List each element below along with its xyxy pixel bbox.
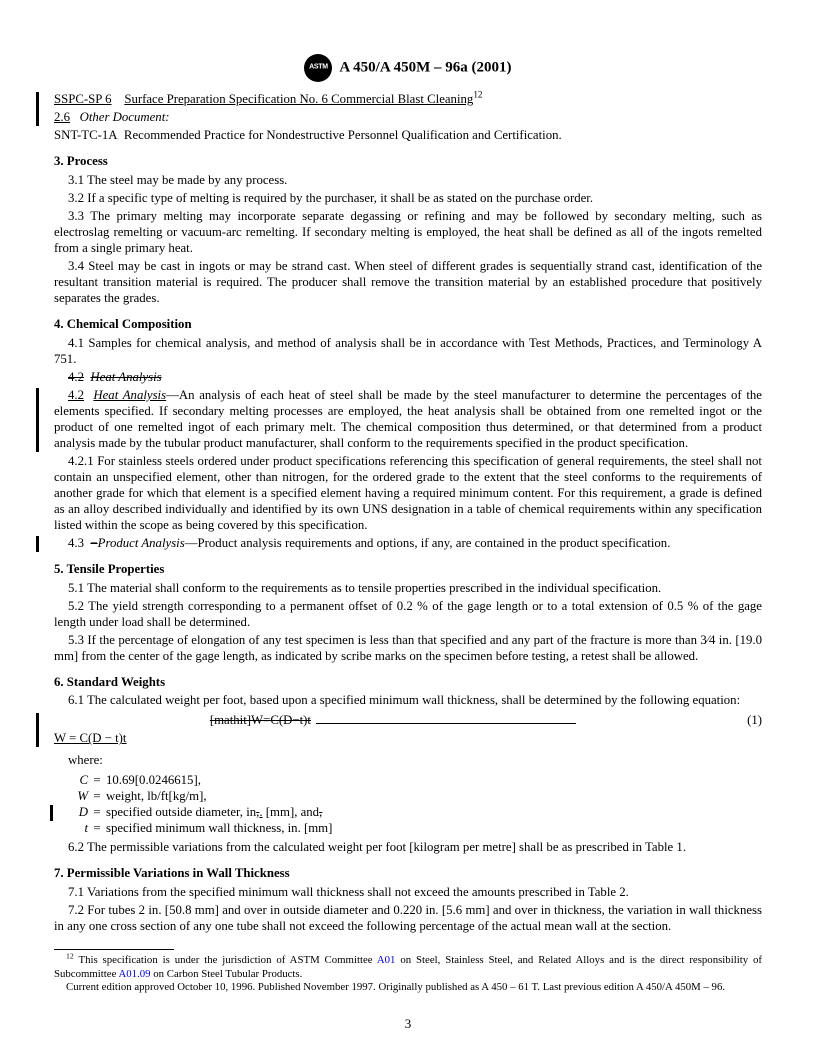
page: A 450/A 450M – 96a (2001) SSPC-SP 6 Surf…: [0, 0, 816, 1056]
s4-p2-num: 4.2: [68, 388, 84, 402]
s5-p1: 5.1 The material shall conform to the re…: [54, 581, 762, 597]
fn-link-a01[interactable]: A01: [377, 954, 396, 966]
s4-p2-strike-label: Heat Analysis: [90, 370, 161, 384]
where-list: C = 10.69[0.0246615], W = weight, lb/ft[…: [68, 773, 762, 837]
s6-eq-changed: [mathit]W=C(D−t)t (1) W = C(D − t)t: [54, 713, 762, 747]
s3-title: 3. Process: [54, 154, 762, 170]
where-D-changed: D = specified outside diameter, in,. [mm…: [68, 805, 762, 821]
eq-new-text: W = C(D − t)t: [54, 731, 127, 745]
s3-p3: 3.3 The primary melting may incorporate …: [54, 209, 762, 257]
where-t-eq: =: [88, 821, 106, 837]
s7-title: 7. Permissible Variations in Wall Thickn…: [54, 866, 762, 882]
page-number: 3: [0, 1016, 816, 1032]
other-num: 2.6: [54, 110, 70, 124]
sspc-fn-ref: 12: [473, 90, 482, 100]
s4-p3-body: —Product analysis requirements and optio…: [185, 536, 671, 550]
s4-p1: 4.1 Samples for chemical analysis, and m…: [54, 336, 762, 368]
other-label: Other Document:: [80, 110, 170, 124]
where-t: t = specified minimum wall thickness, in…: [68, 821, 762, 837]
s4-p3-label: Product Analysis: [98, 536, 185, 550]
s3-p2: 3.2 If a specific type of melting is req…: [54, 191, 762, 207]
where-C-eq: =: [88, 773, 106, 789]
eq-row: [mathit]W=C(D−t)t (1): [54, 713, 762, 729]
snt-label: SNT-TC-1A: [54, 128, 118, 142]
eq-num: (1): [732, 713, 762, 729]
other-docs-head: 2.6 Other Document:: [54, 110, 762, 126]
s4-p2-strike-num: 4.2: [68, 370, 84, 384]
where-D-eq: =: [88, 805, 106, 821]
s4-p3-num: 4.3: [68, 536, 84, 550]
s6-title: 6. Standard Weights: [54, 675, 762, 691]
header-title: A 450/A 450M – 96a (2001): [339, 59, 511, 75]
where-W-eq: =: [88, 789, 106, 805]
where-D-a: specified outside diameter, in: [106, 805, 256, 819]
s4-p3: 4.3 −Product Analysis—Product analysis r…: [54, 536, 762, 552]
s5-p3a: 5.3 If the percentage of elongation of a…: [68, 633, 700, 647]
where-C-sym: C: [68, 773, 88, 789]
eq-new: W = C(D − t)t: [54, 731, 762, 747]
where-D: D = specified outside diameter, in,. [mm…: [68, 805, 762, 821]
s5-p3-frac: 3⁄4: [700, 633, 715, 647]
sspc-label: SSPC-SP 6: [54, 92, 112, 106]
snt-ref: SNT-TC-1A Recommended Practice for Nonde…: [54, 128, 762, 144]
s4-p2-strike: 4.2 Heat Analysis: [54, 370, 762, 386]
s6-p1: 6.1 The calculated weight per foot, base…: [54, 693, 762, 709]
where-t-sym: t: [68, 821, 88, 837]
s4-p2-changed: 4.2 Heat Analysis—An analysis of each he…: [54, 388, 762, 452]
astm-logo-icon: [304, 54, 332, 82]
s6-p2: 6.2 The permissible variations from the …: [54, 840, 762, 856]
fn-link-a0109[interactable]: A01.09: [118, 968, 150, 980]
s7-p2: 7.2 For tubes 2 in. [50.8 mm] and over i…: [54, 903, 762, 935]
s4-p2-label: Heat Analysis: [93, 388, 166, 402]
s5-title: 5. Tensile Properties: [54, 562, 762, 578]
where-W: W = weight, lb/ft[kg/m],: [68, 789, 762, 805]
where-W-def: weight, lb/ft[kg/m],: [106, 789, 762, 805]
s5-p2: 5.2 The yield strength corresponding to …: [54, 599, 762, 631]
snt-title: Recommended Practice for Nondestructive …: [124, 128, 562, 142]
s4-title: 4. Chemical Composition: [54, 317, 762, 333]
fn12-c: on Carbon Steel Tubular Products.: [151, 968, 303, 980]
s7-p1: 7.1 Variations from the specified minimu…: [54, 885, 762, 901]
where-t-def: specified minimum wall thickness, in. [m…: [106, 821, 762, 837]
sspc-title: Surface Preparation Specification No. 6 …: [124, 92, 473, 106]
s5-p3: 5.3 If the percentage of elongation of a…: [54, 633, 762, 665]
fn12-a: This specification is under the jurisdic…: [74, 954, 377, 966]
s3-p4: 3.4 Steel may be cast in ingots or may b…: [54, 259, 762, 307]
eq-strike: [mathit]W=C(D−t)t: [210, 713, 311, 727]
refs-changed: SSPC-SP 6 Surface Preparation Specificat…: [54, 92, 762, 126]
where-D-sym: D: [68, 805, 88, 821]
where-C-def: 10.69[0.0246615],: [106, 773, 762, 789]
fn12-sup: 12: [66, 952, 74, 961]
eq-fill-line: [316, 723, 576, 724]
s4-p2: 4.2 Heat Analysis—An analysis of each he…: [54, 388, 762, 452]
footnote-edition: Current edition approved October 10, 199…: [54, 981, 762, 994]
page-header: A 450/A 450M – 96a (2001): [54, 54, 762, 82]
s3-p1: 3.1 The steel may be made by any process…: [54, 173, 762, 189]
sspc-ref: SSPC-SP 6 Surface Preparation Specificat…: [54, 92, 762, 108]
s4-p3-changed: 4.3 −Product Analysis—Product analysis r…: [54, 536, 762, 552]
where-W-sym: W: [68, 789, 88, 805]
where-C: C = 10.69[0.0246615],: [68, 773, 762, 789]
footnote-separator: [54, 949, 174, 950]
where-D-s2: ,: [319, 805, 322, 819]
eq-center: [mathit]W=C(D−t)t: [54, 713, 732, 729]
footnote-12: 12 This specification is under the juris…: [54, 954, 762, 981]
where-D-b: [mm], and: [263, 805, 320, 819]
s4-p3-strike: −: [90, 536, 97, 550]
where-D-def: specified outside diameter, in,. [mm], a…: [106, 805, 762, 821]
where-label: where:: [54, 753, 762, 769]
s4-p21: 4.2.1 For stainless steels ordered under…: [54, 454, 762, 534]
